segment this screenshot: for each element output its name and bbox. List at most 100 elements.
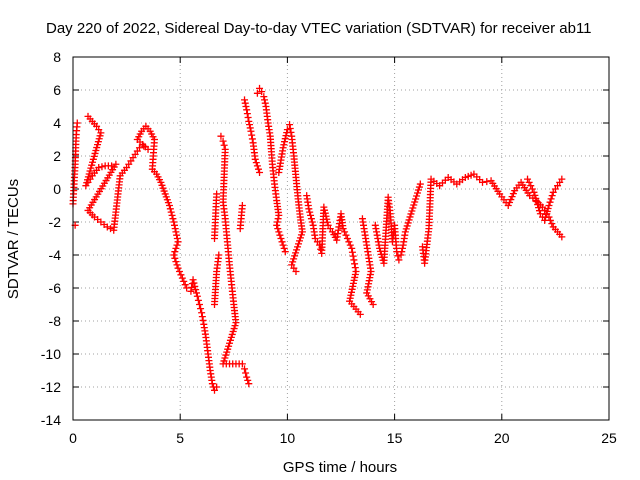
data-point xyxy=(177,271,185,279)
data-point xyxy=(247,127,255,135)
data-point xyxy=(287,128,295,136)
data-point xyxy=(289,258,297,266)
y-tick-label: 0 xyxy=(53,181,61,197)
data-point xyxy=(527,182,535,190)
axis-ticks: 0 5 10 15 20 25 -14 -12 -10 -8 -6 -4 -2 0 2 4 6 8 xyxy=(41,49,617,446)
data-point xyxy=(190,279,198,287)
data-point xyxy=(286,125,294,132)
data-point xyxy=(260,93,268,101)
data-point xyxy=(243,106,251,114)
data-point xyxy=(350,256,358,264)
data-point xyxy=(416,180,424,188)
data-point xyxy=(95,164,103,172)
data-point xyxy=(525,178,533,186)
data-point xyxy=(194,296,202,304)
y-tick-label: -8 xyxy=(49,313,62,329)
data-point xyxy=(241,96,249,104)
data-point xyxy=(409,204,417,212)
data-point xyxy=(558,233,566,241)
grid-lines xyxy=(73,57,609,420)
data-point xyxy=(238,360,246,368)
data-point xyxy=(215,251,223,259)
data-point xyxy=(172,244,180,252)
data-point xyxy=(280,244,288,252)
data-point xyxy=(297,231,305,239)
data-point xyxy=(345,238,353,246)
data-point xyxy=(188,283,196,291)
data-point xyxy=(243,373,251,381)
data-point xyxy=(415,183,423,191)
data-point xyxy=(208,380,216,388)
data-point xyxy=(198,313,206,321)
data-point xyxy=(277,235,285,242)
data-point xyxy=(411,198,419,206)
y-tick-label: 8 xyxy=(53,49,61,65)
x-axis-label: GPS time / hours xyxy=(283,459,397,476)
data-point xyxy=(171,225,179,233)
data-point xyxy=(546,198,554,206)
data-point xyxy=(407,210,415,218)
data-point xyxy=(274,225,282,233)
data-point xyxy=(483,178,491,186)
data-point xyxy=(535,204,543,212)
data-point xyxy=(180,277,188,285)
data-point xyxy=(406,213,414,221)
data-point xyxy=(199,316,207,324)
data-point xyxy=(342,231,350,239)
data-point xyxy=(273,221,281,229)
data-point xyxy=(479,178,487,186)
data-point xyxy=(103,223,111,231)
data-point xyxy=(173,261,181,269)
data-point xyxy=(213,383,221,391)
y-tick-label: -6 xyxy=(49,280,62,296)
data-point xyxy=(246,124,254,132)
data-point xyxy=(532,194,540,202)
data-point xyxy=(308,218,316,226)
chart-title: Day 220 of 2022, Sidereal Day-to-day VTE… xyxy=(46,20,592,37)
data-point xyxy=(170,218,178,226)
data-point xyxy=(168,211,176,219)
plot-frame xyxy=(72,56,610,421)
data-point xyxy=(307,215,315,223)
data-point xyxy=(198,309,206,317)
data-point xyxy=(276,231,284,239)
data-point xyxy=(414,189,422,197)
data-point xyxy=(172,258,180,266)
x-tick-label: 10 xyxy=(280,430,296,446)
data-point xyxy=(244,376,252,384)
data-point xyxy=(533,197,541,205)
data-point xyxy=(531,191,539,199)
data-point xyxy=(73,119,81,127)
y-tick-label: 4 xyxy=(53,115,61,131)
data-point xyxy=(408,207,416,215)
data-point xyxy=(170,251,178,259)
data-point xyxy=(405,216,413,224)
data-point xyxy=(412,195,420,203)
data-point xyxy=(241,365,249,373)
data-point xyxy=(189,276,197,284)
data-point xyxy=(558,175,566,183)
data-point xyxy=(217,132,225,140)
data-point xyxy=(403,222,411,230)
data-point xyxy=(530,188,538,196)
data-point xyxy=(248,131,256,139)
data-point xyxy=(296,234,304,242)
data-point xyxy=(280,141,288,149)
data-point xyxy=(170,221,178,229)
data-point xyxy=(414,186,422,194)
data-point xyxy=(404,219,412,227)
data-point xyxy=(402,225,410,233)
data-point xyxy=(178,274,186,282)
data-point xyxy=(251,155,259,163)
data-point xyxy=(295,240,303,248)
data-point xyxy=(244,114,252,121)
x-tick-label: 5 xyxy=(176,430,184,446)
data-point xyxy=(343,235,351,242)
data-point xyxy=(410,201,418,209)
data-point xyxy=(261,99,269,107)
data-point xyxy=(292,268,300,275)
data-point xyxy=(322,212,330,220)
y-tick-label: -10 xyxy=(41,346,61,362)
x-tick-label: 0 xyxy=(69,430,77,446)
